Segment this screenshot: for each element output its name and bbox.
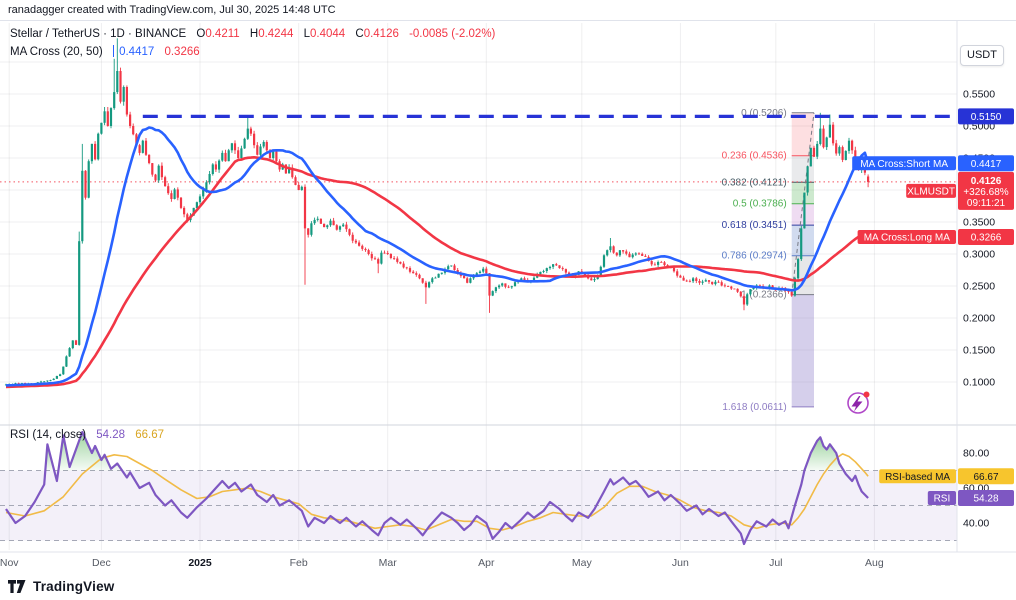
rsi-ma-line[interactable] xyxy=(5,453,869,531)
price-axis[interactable]: 0.60000.55000.50000.45000.35000.30000.25… xyxy=(963,57,995,530)
svg-text:0.3266: 0.3266 xyxy=(971,233,1002,244)
ma-cross-legend[interactable]: MA Cross (20, 50) 0.4417 0.3266 xyxy=(10,45,200,58)
svg-text:RSI: RSI xyxy=(934,494,951,505)
close-value: 0.4126 xyxy=(363,28,399,40)
ma-short-line[interactable] xyxy=(5,126,870,387)
svg-text:+326.68%: +326.68% xyxy=(963,187,1008,198)
rsi-overbought-fill xyxy=(804,437,844,471)
rsi-title[interactable]: RSI (14, close) xyxy=(10,429,87,441)
rsi-ma-value: 66.67 xyxy=(135,429,165,441)
svg-text:1 (0.2366): 1 (0.2366) xyxy=(741,290,787,301)
low-label: L xyxy=(303,28,310,40)
svg-text:MA Cross:Long MA: MA Cross:Long MA xyxy=(864,233,950,244)
svg-text:0.2000: 0.2000 xyxy=(963,313,995,325)
currency-toggle-button[interactable]: USDT xyxy=(960,45,1004,66)
tradingview-logo-icon[interactable] xyxy=(8,579,27,594)
svg-text:XLMUSDT: XLMUSDT xyxy=(907,186,955,197)
tag-ma_long: MA Cross:Long MA 0.3266 xyxy=(857,229,1014,245)
svg-text:0.618 (0.3451): 0.618 (0.3451) xyxy=(722,220,787,231)
svg-text:0.4126: 0.4126 xyxy=(971,176,1002,187)
credit-text: ranadagger created with TradingView.com,… xyxy=(8,4,336,16)
svg-text:Aug: Aug xyxy=(865,557,884,569)
fib-level-labels: 0 (0.5206) 0.236 (0.4536) 0.382 (0.4121) 0.… xyxy=(722,108,787,413)
change-value: -0.0085 (-2.02%) xyxy=(409,28,496,40)
time-axis[interactable]: Nov Dec 2025 Feb Mar Apr May Jun Jul Aug xyxy=(0,557,884,569)
symbol-title[interactable]: Stellar / TetherUS · 1D · BINANCE xyxy=(10,28,187,40)
svg-text:0.3500: 0.3500 xyxy=(963,217,995,229)
rsi-line[interactable] xyxy=(5,430,869,546)
rsi-legend[interactable]: RSI (14, close) 54.28 66.67 xyxy=(10,429,164,441)
brand-name[interactable]: TradingView xyxy=(33,578,115,594)
low-value: 0.4044 xyxy=(309,28,346,40)
tag-hline: 0.5150 xyxy=(958,108,1014,125)
rsi-value: 54.28 xyxy=(96,429,126,441)
svg-text:0 (0.5206): 0 (0.5206) xyxy=(741,108,787,119)
fib-zone xyxy=(791,225,814,256)
high-label: H xyxy=(249,28,259,40)
candlestick-series xyxy=(4,38,870,386)
svg-text:0.1000: 0.1000 xyxy=(963,377,995,389)
svg-text:2025: 2025 xyxy=(188,557,212,569)
svg-text:RSI-based MA: RSI-based MA xyxy=(885,472,950,483)
chart-frame: 0 (0.5206) 0.236 (0.4536) 0.382 (0.4121) 0.… xyxy=(0,20,1016,573)
svg-text:0.2500: 0.2500 xyxy=(963,281,995,293)
ma-short-value: 0.4417 xyxy=(119,46,155,58)
svg-text:Dec: Dec xyxy=(92,557,111,569)
fib-zone xyxy=(791,112,814,156)
axis-value-tags: 0.5150 MA Cross:Short MA 0.4417 XLMUSDT 0.41… xyxy=(852,108,1014,506)
open-label: O xyxy=(196,28,206,40)
fib-zone xyxy=(791,294,814,407)
svg-text:Jun: Jun xyxy=(672,557,689,569)
svg-text:0.5 (0.3786): 0.5 (0.3786) xyxy=(733,199,787,210)
svg-text:May: May xyxy=(572,557,593,569)
svg-text:1.618 (0.0611): 1.618 (0.0611) xyxy=(722,402,786,413)
ma-long-line[interactable] xyxy=(5,156,870,389)
svg-text:54.28: 54.28 xyxy=(973,494,998,505)
fib-zone xyxy=(791,203,814,226)
svg-text:0.4417: 0.4417 xyxy=(971,159,1002,170)
close-label: C xyxy=(355,28,364,40)
legend-divider xyxy=(112,45,114,57)
svg-text:0.1500: 0.1500 xyxy=(963,345,995,357)
svg-text:MA Cross:Short MA: MA Cross:Short MA xyxy=(860,159,948,170)
fib-retracement[interactable] xyxy=(791,112,815,408)
svg-text:40.00: 40.00 xyxy=(963,518,989,530)
symbol-legend[interactable]: Stellar / TetherUS · 1D · BINANCE O0.421… xyxy=(10,28,495,40)
fib-trend-line xyxy=(791,112,815,295)
chart-canvas[interactable]: 0 (0.5206) 0.236 (0.4536) 0.382 (0.4121) 0.… xyxy=(0,21,1016,572)
rsi-pane xyxy=(0,430,957,546)
svg-text:0.236 (0.4536): 0.236 (0.4536) xyxy=(722,151,787,162)
ma-long-value: 0.3266 xyxy=(164,46,200,58)
svg-text:09:11:21: 09:11:21 xyxy=(967,198,1006,209)
svg-text:Feb: Feb xyxy=(290,557,308,569)
credit-bar: ranadagger created with TradingView.com,… xyxy=(0,0,1016,20)
svg-text:0.3000: 0.3000 xyxy=(963,249,995,261)
svg-text:66.67: 66.67 xyxy=(973,472,998,483)
ma-cross-title[interactable]: MA Cross (20, 50) xyxy=(10,46,103,58)
footer-bar: TradingView xyxy=(0,572,1016,600)
high-value: 0.4244 xyxy=(258,28,294,40)
tag-rsi: RSI 54.28 xyxy=(927,490,1014,506)
svg-text:Apr: Apr xyxy=(478,557,495,569)
open-value: 0.4211 xyxy=(205,28,240,40)
tag-last_price: XLMUSDT 0.4126+326.68%09:11:21 xyxy=(906,171,1014,210)
svg-text:0.382 (0.4121): 0.382 (0.4121) xyxy=(722,177,787,188)
svg-text:Mar: Mar xyxy=(379,557,398,569)
lightning-icon[interactable] xyxy=(847,391,870,414)
svg-text:0.5150: 0.5150 xyxy=(971,112,1002,123)
tag-rsi_ma: RSI-based MA 66.67 xyxy=(879,468,1014,485)
svg-text:Jul: Jul xyxy=(769,557,782,569)
svg-text:Nov: Nov xyxy=(0,557,19,569)
svg-text:80.00: 80.00 xyxy=(963,448,989,460)
svg-text:0.5500: 0.5500 xyxy=(963,89,995,101)
svg-text:0.786 (0.2974): 0.786 (0.2974) xyxy=(722,251,787,262)
tag-ma_short: MA Cross:Short MA 0.4417 xyxy=(852,155,1014,172)
